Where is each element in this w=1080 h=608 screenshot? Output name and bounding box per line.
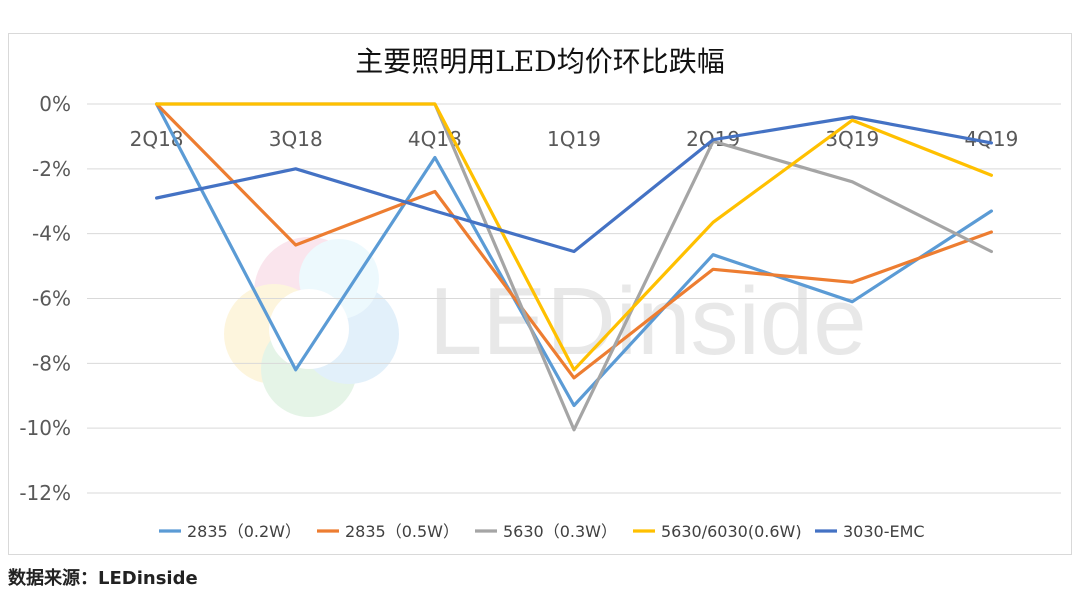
y-tick-label: -8% — [32, 351, 71, 375]
y-tick-label: -2% — [32, 157, 71, 181]
x-axis-ticks: 2Q18 3Q18 4Q18 1Q19 2Q19 3Q19 4Q19 — [130, 127, 1019, 151]
chart-title: 主要照明用LED均价环比跌幅 — [355, 45, 724, 78]
chart-frame: LEDinside 0% -2% -4% -6% -8% -10% -12% 2Q18 3Q1… — [8, 33, 1072, 555]
legend: 2835（0.2W） 2835（0.5W） 5630（0.3W） 5630/6030(… — [159, 522, 925, 541]
series-line — [155, 102, 994, 372]
y-tick-label: -4% — [32, 222, 71, 246]
y-axis-ticks: 0% -2% -4% -6% -8% -10% -12% — [19, 92, 71, 505]
legend-label: 3030-EMC — [843, 522, 925, 541]
y-tick-label: -12% — [19, 481, 71, 505]
source-note: 数据来源：LEDinside — [8, 568, 198, 589]
y-tick-label: -10% — [19, 416, 71, 440]
y-tick-label: 0% — [39, 92, 71, 116]
series-line — [155, 115, 994, 254]
legend-label: 2835（0.5W） — [345, 522, 459, 541]
y-tick-label: -6% — [32, 287, 71, 311]
line-chart: LEDinside 0% -2% -4% -6% -8% -10% -12% 2Q18 3Q1… — [19, 45, 1061, 541]
x-tick-label: 3Q19 — [825, 127, 879, 151]
x-tick-label: 3Q18 — [269, 127, 323, 151]
legend-label: 5630/6030(0.6W) — [661, 522, 802, 541]
series-lines — [155, 102, 994, 432]
legend-label: 2835（0.2W） — [187, 522, 301, 541]
gridlines — [87, 103, 1061, 494]
watermark-logo: LEDinside — [224, 237, 867, 417]
x-tick-label: 1Q19 — [547, 127, 601, 151]
series-line — [155, 102, 994, 408]
series-line — [155, 102, 994, 380]
legend-label: 5630（0.3W） — [503, 522, 617, 541]
